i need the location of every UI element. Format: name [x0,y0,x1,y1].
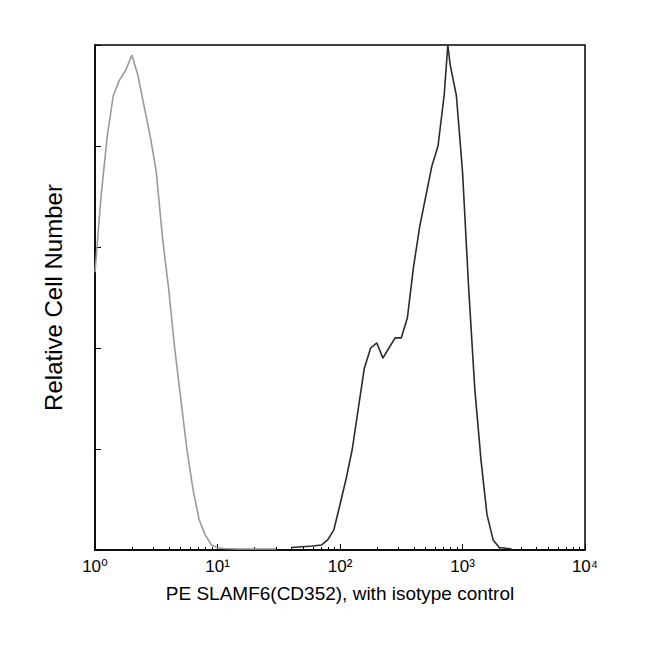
svg-text:Relative Cell Number: Relative Cell Number [40,184,67,411]
svg-text:10²: 10² [328,557,353,576]
svg-text:10⁰: 10⁰ [82,557,108,576]
svg-text:10¹: 10¹ [205,557,230,576]
svg-text:10⁴: 10⁴ [572,557,598,576]
svg-text:10³: 10³ [450,557,475,576]
svg-text:PE SLAMF6(CD352), with isotype: PE SLAMF6(CD352), with isotype control [166,583,514,604]
